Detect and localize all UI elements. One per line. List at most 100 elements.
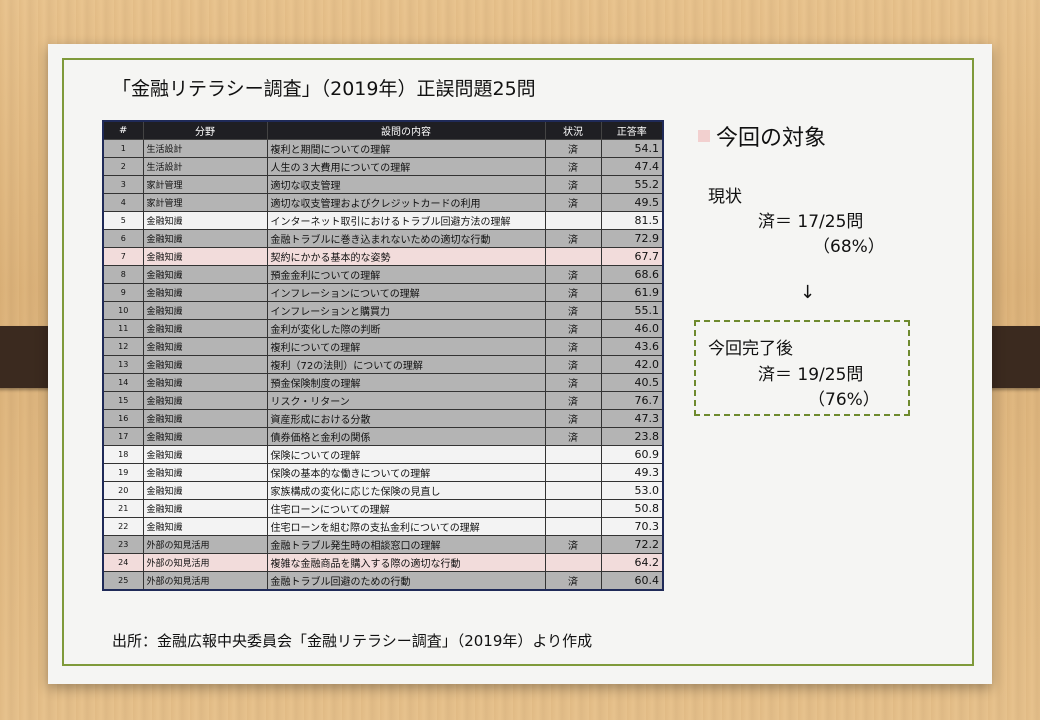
row-rate: 47.4 bbox=[600, 157, 664, 176]
row-rate: 81.5 bbox=[600, 211, 664, 230]
row-status: 済 bbox=[544, 355, 602, 374]
table-row: 25 外部の知見活用 金融トラブル回避のための行動済 60.4 bbox=[102, 571, 664, 591]
row-status bbox=[544, 211, 602, 230]
table-row: 14 金融知識 預金保険制度の理解済 40.5 bbox=[102, 373, 664, 392]
row-number: 11 bbox=[102, 319, 144, 338]
row-status: 済 bbox=[544, 409, 602, 428]
after-percent: （76%） bbox=[808, 390, 880, 410]
row-number: 1 bbox=[102, 139, 144, 158]
table-row: 19 金融知識 保険の基本的な働きについての理解 49.3 bbox=[102, 463, 664, 482]
row-number: 23 bbox=[102, 535, 144, 554]
header-rate: 正答率 bbox=[600, 120, 664, 140]
slide-title: 「金融リテラシー調査」（2019年）正誤問題25問 bbox=[112, 78, 536, 100]
row-status bbox=[544, 463, 602, 482]
row-number: 17 bbox=[102, 427, 144, 446]
row-status: 済 bbox=[544, 319, 602, 338]
row-content: 資産形成における分散 bbox=[266, 409, 546, 428]
row-rate: 49.3 bbox=[600, 463, 664, 482]
row-rate: 55.1 bbox=[600, 301, 664, 320]
row-field: 生活設計 bbox=[142, 157, 268, 176]
row-number: 24 bbox=[102, 553, 144, 572]
source-note: 出所：金融広報中央委員会「金融リテラシー調査」（2019年）より作成 bbox=[112, 632, 593, 650]
table-row: 20 金融知識 家族構成の変化に応じた保険の見直し 53.0 bbox=[102, 481, 664, 500]
row-field: 金融知識 bbox=[142, 409, 268, 428]
row-field: 金融知識 bbox=[142, 301, 268, 320]
row-rate: 60.9 bbox=[600, 445, 664, 464]
row-status: 済 bbox=[544, 337, 602, 356]
row-content: 住宅ローンについての理解 bbox=[266, 499, 546, 518]
row-field: 家計管理 bbox=[142, 193, 268, 212]
row-field: 金融知識 bbox=[142, 373, 268, 392]
row-number: 25 bbox=[102, 571, 144, 591]
table-row: 3 家計管理 適切な収支管理済 55.2 bbox=[102, 175, 664, 194]
row-number: 9 bbox=[102, 283, 144, 302]
row-status bbox=[544, 445, 602, 464]
row-status: 済 bbox=[544, 301, 602, 320]
down-arrow-icon: ↓ bbox=[800, 282, 816, 303]
row-content: 家族構成の変化に応じた保険の見直し bbox=[266, 481, 546, 500]
row-rate: 72.2 bbox=[600, 535, 664, 554]
current-value: 済＝ 17/25問 bbox=[758, 212, 864, 232]
row-number: 10 bbox=[102, 301, 144, 320]
row-field: 金融知識 bbox=[142, 391, 268, 410]
row-content: 債券価格と金利の関係 bbox=[266, 427, 546, 446]
row-rate: 67.7 bbox=[600, 247, 664, 266]
header-content: 設問の内容 bbox=[266, 120, 546, 140]
current-label: 現状 bbox=[708, 187, 742, 207]
table-row: 4 家計管理 適切な収支管理およびクレジットカードの利用済 49.5 bbox=[102, 193, 664, 212]
table-row: 18 金融知識 保険についての理解 60.9 bbox=[102, 445, 664, 464]
row-number: 20 bbox=[102, 481, 144, 500]
row-content: 保険の基本的な働きについての理解 bbox=[266, 463, 546, 482]
table-row: 5 金融知識 インターネット取引におけるトラブル回避方法の理解 81.5 bbox=[102, 211, 664, 230]
row-status bbox=[544, 247, 602, 266]
row-content: インフレーションについての理解 bbox=[266, 283, 546, 302]
row-rate: 60.4 bbox=[600, 571, 664, 591]
table-row: 13 金融知識 複利（72の法則）についての理解済 42.0 bbox=[102, 355, 664, 374]
row-rate: 46.0 bbox=[600, 319, 664, 338]
row-content: 適切な収支管理およびクレジットカードの利用 bbox=[266, 193, 546, 212]
row-field: 金融知識 bbox=[142, 319, 268, 338]
table-row: 9 金融知識 インフレーションについての理解済 61.9 bbox=[102, 283, 664, 302]
row-number: 12 bbox=[102, 337, 144, 356]
row-content: 人生の３大費用についての理解 bbox=[266, 157, 546, 176]
table-row: 8 金融知識 預金金利についての理解済 68.6 bbox=[102, 265, 664, 284]
row-number: 6 bbox=[102, 229, 144, 248]
row-field: 外部の知見活用 bbox=[142, 553, 268, 572]
table-row: 21 金融知識 住宅ローンについての理解 50.8 bbox=[102, 499, 664, 518]
header-num: # bbox=[102, 120, 144, 140]
row-status: 済 bbox=[544, 157, 602, 176]
row-status: 済 bbox=[544, 265, 602, 284]
row-content: 複利と期間についての理解 bbox=[266, 139, 546, 158]
table-row: 17 金融知識 債券価格と金利の関係済 23.8 bbox=[102, 427, 664, 446]
row-status: 済 bbox=[544, 427, 602, 446]
row-field: 外部の知見活用 bbox=[142, 535, 268, 554]
table-row: 24 外部の知見活用 複雑な金融商品を購入する際の適切な行動 64.2 bbox=[102, 553, 664, 572]
row-number: 22 bbox=[102, 517, 144, 536]
row-status: 済 bbox=[544, 391, 602, 410]
row-rate: 54.1 bbox=[600, 139, 664, 158]
row-field: 金融知識 bbox=[142, 499, 268, 518]
row-field: 金融知識 bbox=[142, 247, 268, 266]
row-rate: 23.8 bbox=[600, 427, 664, 446]
survey-table: # 分野 設問の内容 状況 正答率 1 生活設計 複利と期間についての理解済 54.1… bbox=[102, 120, 664, 591]
row-number: 14 bbox=[102, 373, 144, 392]
row-status: 済 bbox=[544, 373, 602, 392]
row-field: 金融知識 bbox=[142, 463, 268, 482]
row-status: 済 bbox=[544, 535, 602, 554]
row-status bbox=[544, 553, 602, 572]
table-body: 1 生活設計 複利と期間についての理解済 54.1 2 生活設計 人生の３大費用についての理… bbox=[102, 139, 664, 591]
table-row: 11 金融知識 金利が変化した際の判断済 46.0 bbox=[102, 319, 664, 338]
table-row: 10 金融知識 インフレーションと購買力済 55.1 bbox=[102, 301, 664, 320]
row-rate: 53.0 bbox=[600, 481, 664, 500]
row-number: 4 bbox=[102, 193, 144, 212]
row-rate: 43.6 bbox=[600, 337, 664, 356]
row-status bbox=[544, 481, 602, 500]
row-field: 金融知識 bbox=[142, 355, 268, 374]
row-content: 金融トラブル発生時の相談窓口の理解 bbox=[266, 535, 546, 554]
row-content: 複利についての理解 bbox=[266, 337, 546, 356]
row-status: 済 bbox=[544, 139, 602, 158]
header-field: 分野 bbox=[142, 120, 268, 140]
row-content: リスク・リターン bbox=[266, 391, 546, 410]
row-number: 3 bbox=[102, 175, 144, 194]
row-status: 済 bbox=[544, 229, 602, 248]
